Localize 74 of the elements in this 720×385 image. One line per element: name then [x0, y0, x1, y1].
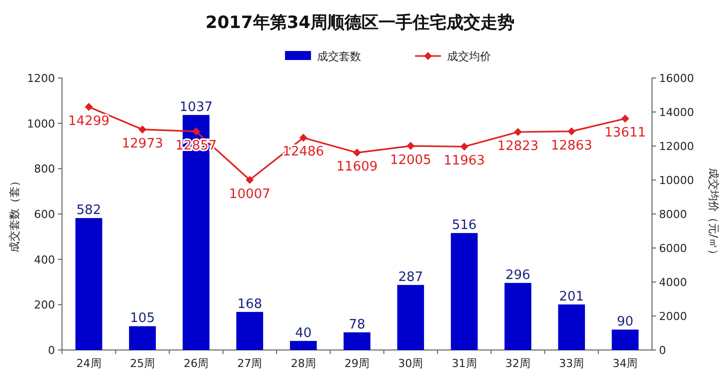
bar [612, 330, 639, 350]
point [621, 114, 630, 123]
y2-tick-label: 2000 [659, 310, 687, 323]
point [246, 176, 254, 184]
bar [397, 284, 424, 350]
data-label: 105 [130, 311, 155, 326]
y-tick-label: 600 [34, 208, 55, 221]
chart-title: 2017年第34周顺德区一手住宅成交走势 [206, 13, 514, 33]
data-label: 11609 [336, 160, 378, 175]
x-tick-label: 32周 [505, 357, 530, 370]
data-label: 78 [348, 317, 366, 332]
point [84, 102, 93, 111]
x-tick-label: 27周 [237, 357, 262, 370]
y-tick-label: 0 [48, 344, 55, 357]
x-tick-label: 28周 [290, 357, 316, 370]
y-tick-label: 800 [34, 162, 55, 176]
point [138, 125, 146, 134]
y2-tick-label: 10000 [659, 174, 694, 187]
x-tick-label: 25周 [130, 357, 155, 370]
bar [236, 312, 264, 350]
y2-tick-label: 8000 [659, 208, 687, 221]
x-tick-label: 29周 [344, 357, 370, 370]
y-tick-label: 1200 [27, 72, 55, 85]
point [192, 127, 200, 136]
data-label: 12486 [282, 144, 324, 160]
y2-tick-label: 4000 [659, 276, 687, 289]
y2-tick-label: 14000 [659, 106, 694, 119]
bar [129, 326, 156, 350]
data-label: 10007 [229, 186, 270, 202]
data-label: 1037 [180, 100, 213, 115]
legend-label: 成交均价 [447, 50, 491, 63]
point [299, 134, 308, 142]
data-label: 168 [237, 296, 262, 312]
data-label: 90 [616, 314, 634, 330]
x-tick-label: 26周 [184, 357, 209, 370]
point [353, 148, 361, 157]
bar [290, 340, 317, 350]
data-label: 40 [295, 326, 312, 341]
point [460, 142, 468, 151]
data-label: 12005 [390, 152, 432, 168]
y2-tick-label: 16000 [659, 72, 694, 85]
data-label: 11963 [444, 154, 485, 169]
y2-tick-label: 0 [659, 344, 666, 357]
point [406, 142, 415, 150]
x-tick-label: 33周 [559, 357, 584, 370]
data-label: 296 [505, 268, 530, 283]
data-label: 12823 [497, 139, 539, 154]
x-tick-label: 34周 [612, 357, 638, 370]
point [514, 128, 522, 136]
bar [450, 233, 478, 350]
bar [344, 332, 370, 350]
data-label: 582 [76, 203, 102, 218]
data-label: 287 [398, 270, 424, 285]
y-tick-label: 400 [34, 253, 55, 266]
data-label: 13611 [604, 126, 646, 141]
data-label: 201 [559, 289, 584, 304]
y-axis-title: 成交套数（套） [8, 176, 21, 252]
point [568, 127, 576, 136]
data-label: 12863 [550, 138, 592, 154]
x-tick-label: 30周 [398, 357, 424, 370]
bar [75, 218, 102, 350]
y-tick-label: 1000 [27, 117, 55, 130]
x-tick-label: 31周 [452, 357, 477, 370]
y-tick-label: 200 [34, 298, 55, 312]
bar [558, 304, 585, 350]
x-tick-label: 24周 [76, 357, 102, 370]
bar [504, 282, 532, 350]
data-label: 14299 [68, 114, 110, 129]
data-label: 516 [452, 218, 477, 234]
legend-label: 成交套数 [317, 50, 361, 63]
y2-tick-label: 6000 [659, 242, 687, 255]
data-label: 12973 [122, 136, 164, 152]
y2-axis-title: 成交均价（元/㎡） [707, 168, 720, 260]
y2-tick-label: 12000 [659, 140, 694, 153]
